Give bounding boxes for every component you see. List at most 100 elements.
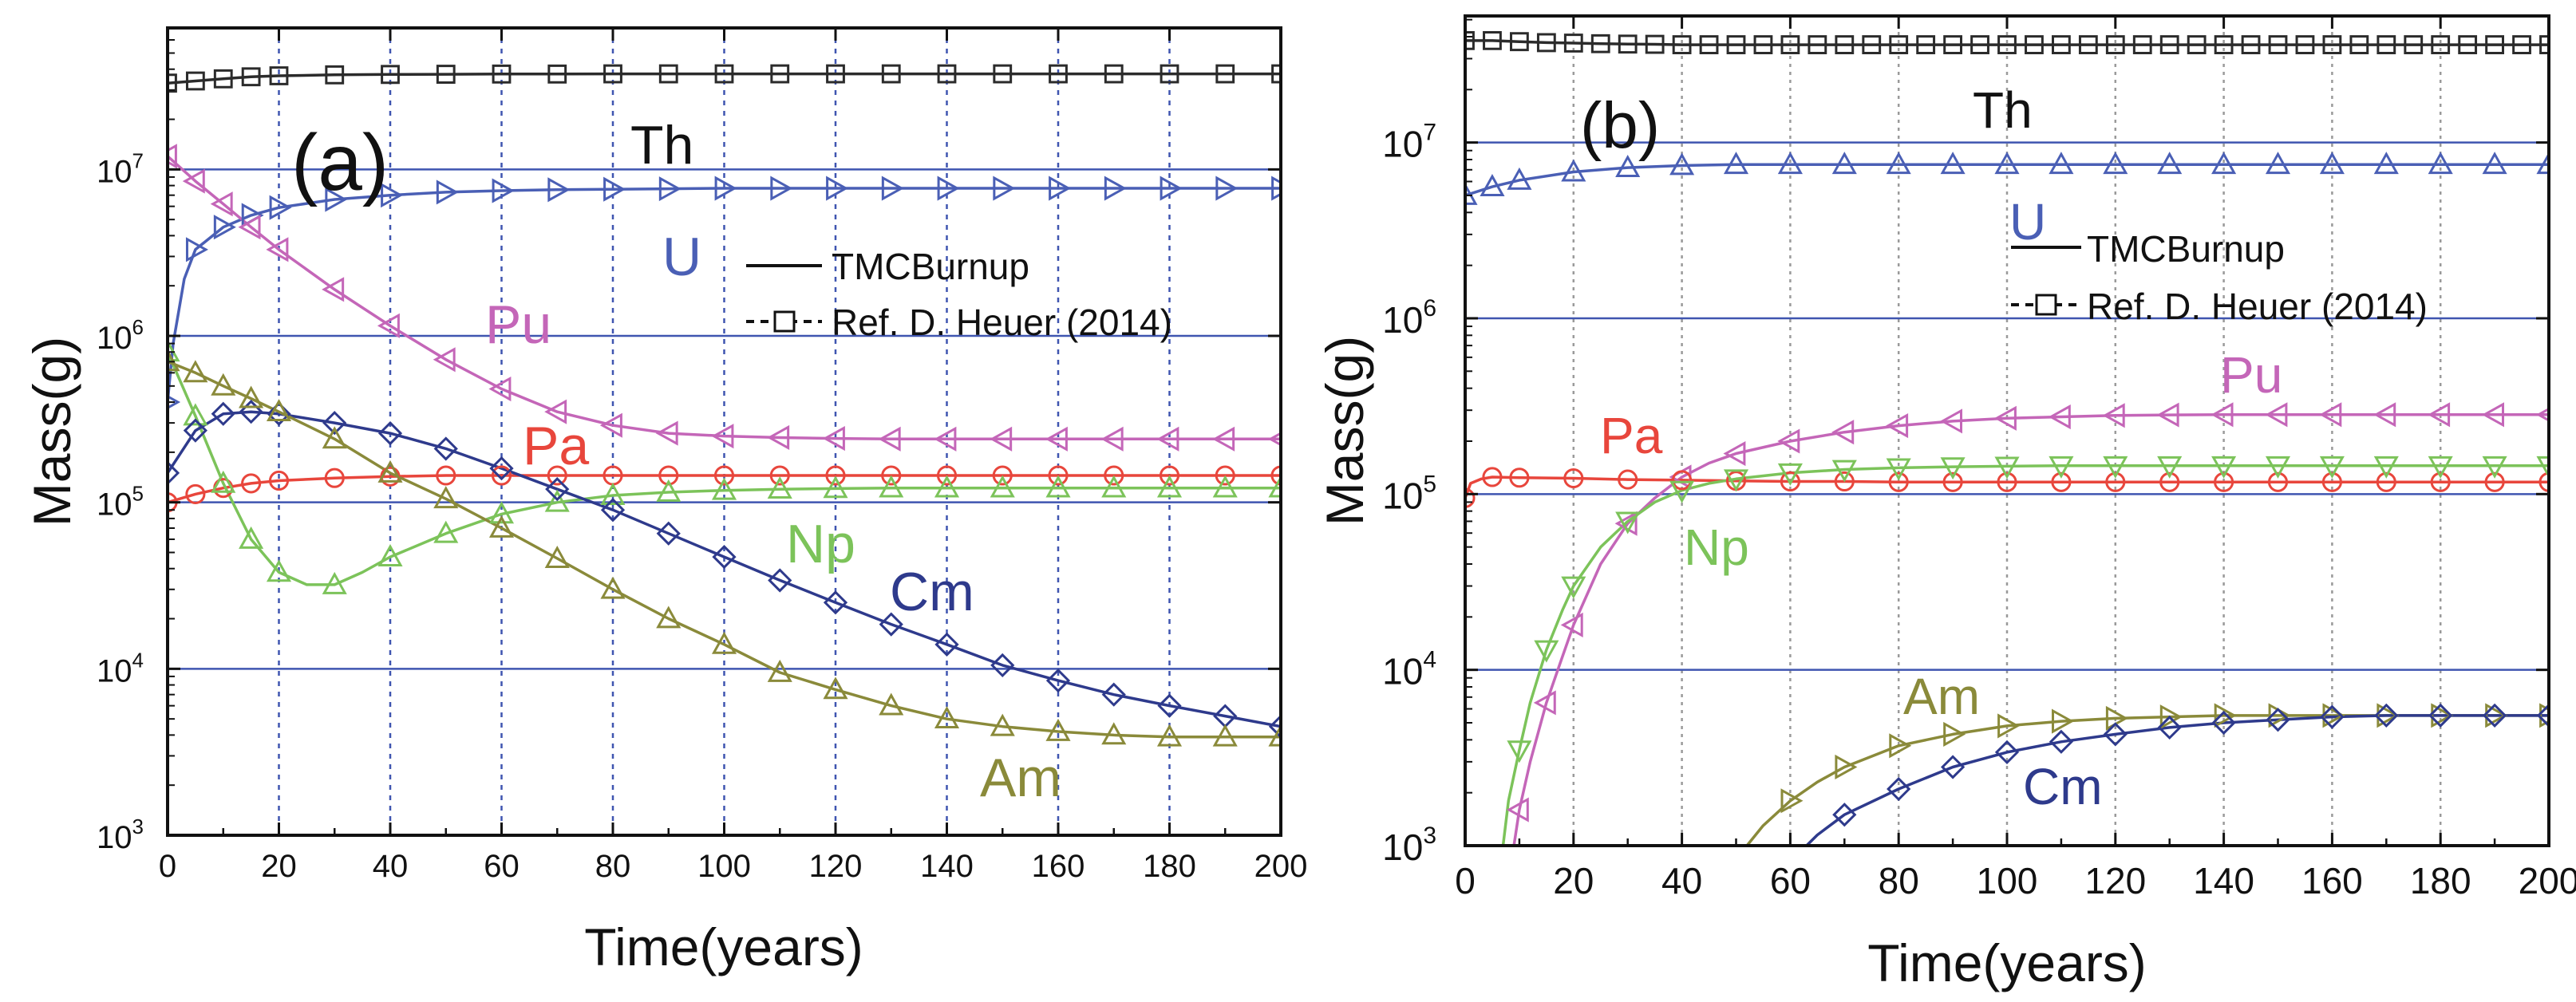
marker-pu <box>2211 402 2234 428</box>
series-line-pu <box>1512 413 2549 846</box>
marker-cm <box>168 460 180 486</box>
marker-pa <box>324 467 345 488</box>
marker-th <box>2052 35 2071 54</box>
panel-a-tick-labels: 0 20 40 60 80 100 120 140 160 180 2001031041051061… <box>97 148 1307 884</box>
marker-np <box>879 475 904 498</box>
x-tick-label: 20 <box>1553 860 1594 901</box>
marker-am <box>711 631 737 654</box>
marker-np <box>1534 640 1559 663</box>
marker-u <box>603 176 626 202</box>
marker-np <box>1561 576 1586 599</box>
x-tick-label: 180 <box>1143 849 1196 884</box>
marker-cm <box>183 418 207 443</box>
panel-a-annotation-am: Am <box>980 748 1061 808</box>
marker-pa <box>1834 471 1855 492</box>
marker-th <box>2159 35 2179 54</box>
panel-b-annotation-am: Am <box>1903 668 1980 725</box>
marker-pa <box>1482 467 1503 487</box>
marker-th <box>1049 64 1068 84</box>
marker-pa <box>1942 471 1963 492</box>
marker-pu <box>2373 402 2396 428</box>
marker-cm <box>267 401 291 426</box>
y-tick-label-base: 10 <box>97 321 132 356</box>
marker-np <box>183 403 208 426</box>
marker-np <box>1507 740 1532 763</box>
marker-pu <box>711 424 734 449</box>
marker-am <box>600 576 626 599</box>
marker-cm <box>489 456 514 481</box>
marker-pa <box>2051 471 2072 492</box>
panel-b-tick-labels: 0 20 40 60 80 100 120 140 160 180 2001031041051061… <box>1382 120 2576 901</box>
marker-th <box>2431 35 2451 54</box>
marker-th <box>2025 35 2044 54</box>
marker-u <box>2428 152 2453 175</box>
marker-u <box>325 187 348 212</box>
y-tick-label-base: 10 <box>1382 826 1423 868</box>
panel-a-annotation-pa: Pa <box>523 416 589 476</box>
y-tick-label-base: 10 <box>1382 299 1423 341</box>
marker-u <box>2482 152 2507 175</box>
marker-np <box>266 559 292 582</box>
series-line-np <box>1501 464 2549 846</box>
marker-u <box>1104 176 1127 201</box>
x-tick-label: 200 <box>2519 860 2576 901</box>
marker-np <box>544 489 570 512</box>
marker-pa <box>1997 471 2017 492</box>
y-tick-label: 105 <box>1382 471 1436 516</box>
marker-th <box>2187 35 2207 54</box>
marker-u <box>993 176 1016 201</box>
series-line-u <box>1465 163 2549 197</box>
marker-pa <box>436 465 456 486</box>
marker-np <box>239 526 264 549</box>
x-tick-label: 140 <box>2193 860 2254 901</box>
marker-th <box>1672 35 1692 54</box>
marker-pa <box>2214 471 2234 492</box>
marker-u <box>1215 176 1239 201</box>
marker-am <box>656 606 682 629</box>
marker-pa <box>992 465 1013 486</box>
marker-u <box>185 237 208 262</box>
y-tick-label: 106 <box>97 315 144 356</box>
marker-am <box>1889 733 1912 759</box>
marker-u <box>1049 176 1072 201</box>
marker-am <box>239 385 264 408</box>
marker-am <box>934 706 960 729</box>
marker-am <box>2485 703 2508 728</box>
marker-th <box>1618 34 1638 54</box>
marker-th <box>185 71 205 91</box>
marker-pu <box>878 426 901 452</box>
marker-np <box>2265 456 2291 479</box>
x-tick-label: 200 <box>1254 849 1308 884</box>
marker-am <box>377 460 403 483</box>
marker-th <box>2322 35 2342 54</box>
marker-u <box>1940 152 1966 175</box>
marker-u <box>2536 152 2549 175</box>
marker-np <box>433 520 459 543</box>
marker-th <box>1997 35 2017 54</box>
marker-pa <box>1563 467 1584 489</box>
x-tick-label: 80 <box>1879 860 1919 901</box>
x-tick-label: 20 <box>261 849 297 884</box>
y-tick-label: 104 <box>1382 647 1436 692</box>
marker-cm <box>2103 722 2128 747</box>
panel-b-series-markers <box>1465 30 2549 827</box>
x-tick-label: 180 <box>2410 860 2471 901</box>
marker-pa <box>1888 471 1909 492</box>
marker-th <box>241 67 261 87</box>
marker-pu <box>1777 428 1800 454</box>
panel-b-x-axis-title: Time(years) <box>1867 933 2147 992</box>
marker-pa <box>1159 465 1180 486</box>
marker-pu <box>767 424 790 451</box>
marker-u <box>1480 174 1505 197</box>
marker-th <box>2295 35 2315 54</box>
marker-u <box>2373 152 2399 175</box>
marker-cm <box>1157 693 1182 718</box>
marker-pa <box>713 465 735 486</box>
marker-pu <box>488 376 512 402</box>
marker-u <box>1160 176 1183 201</box>
marker-pu <box>1993 405 2017 431</box>
marker-cm <box>1268 714 1281 739</box>
marker-th <box>1835 35 1855 54</box>
marker-am <box>1835 754 1858 780</box>
marker-u <box>1831 152 1857 175</box>
